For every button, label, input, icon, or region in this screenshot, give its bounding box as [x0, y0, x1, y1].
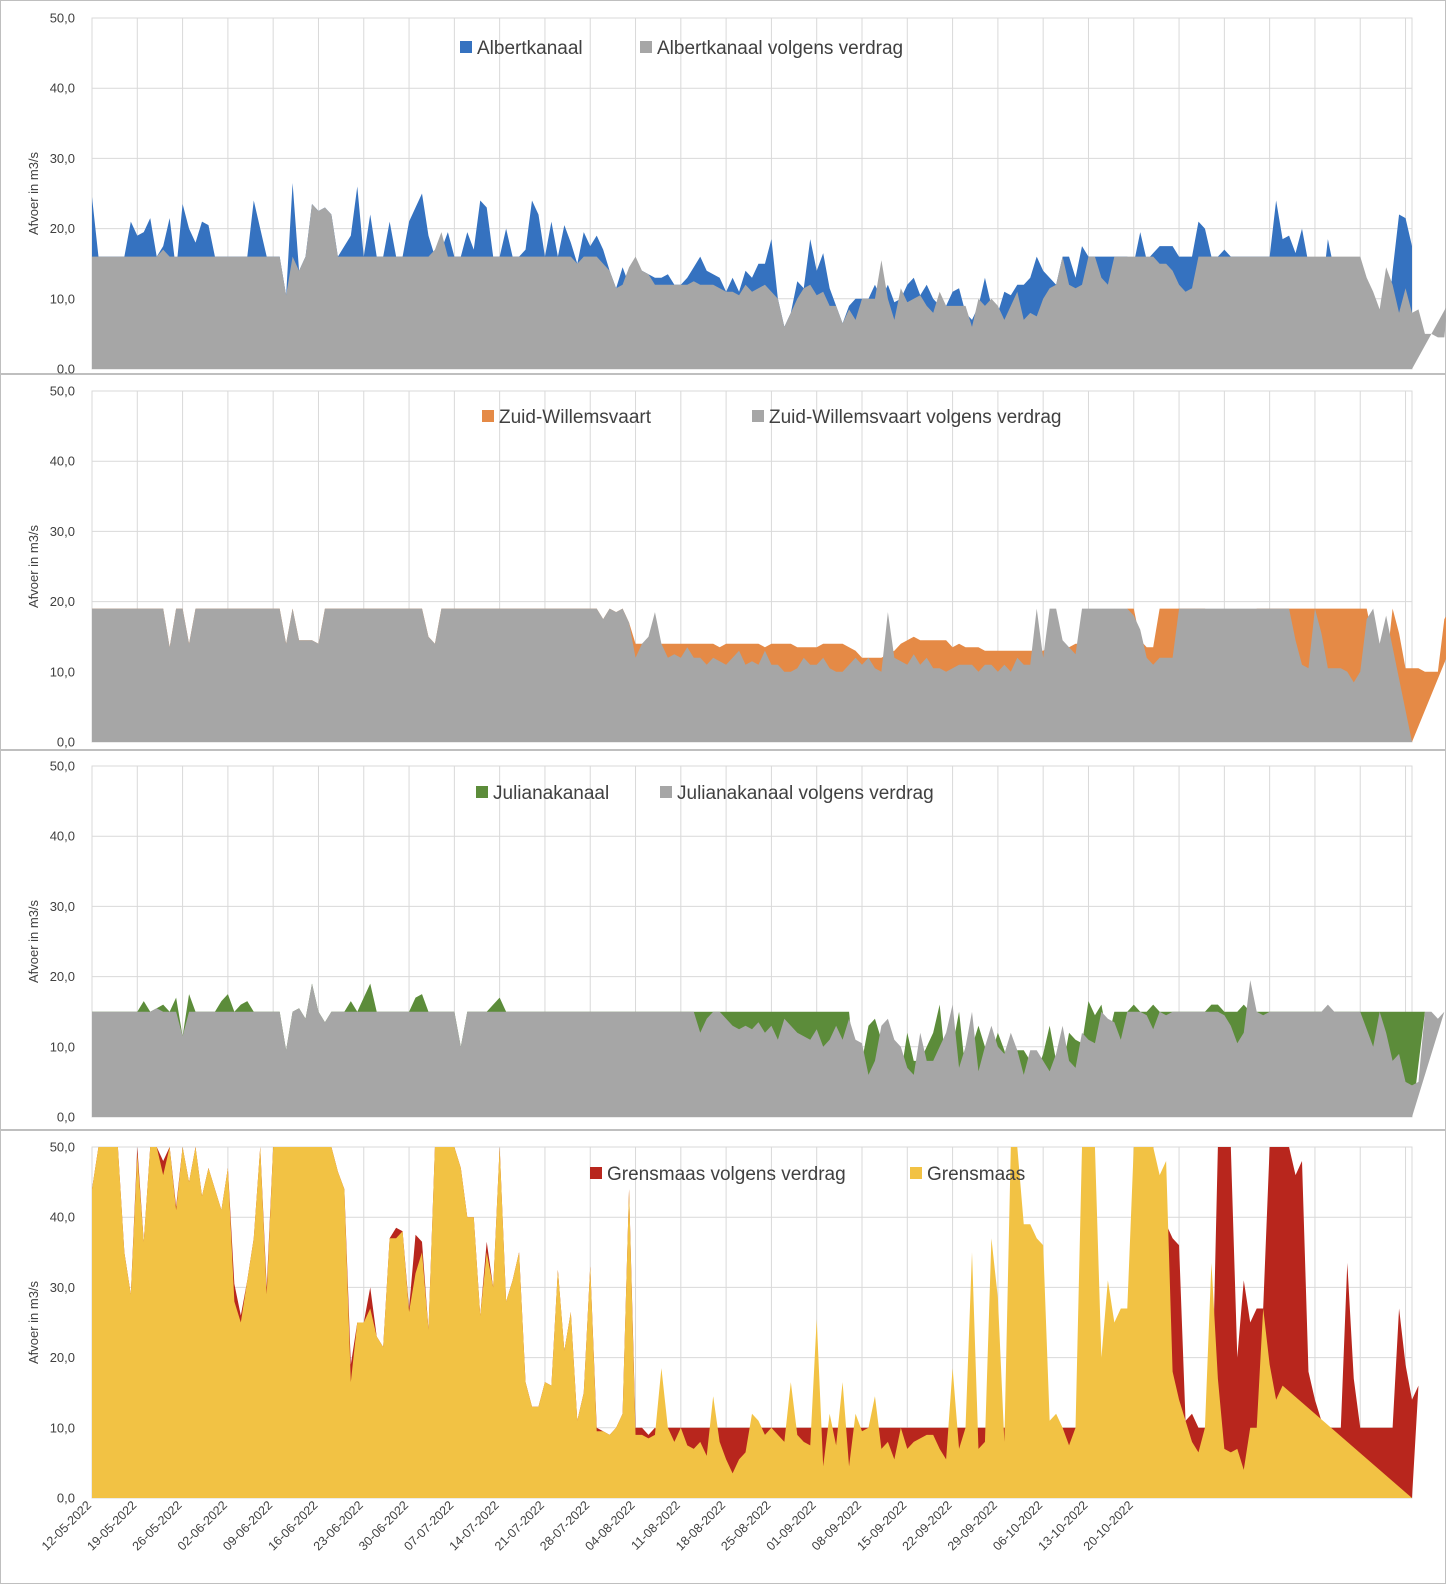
legend-label: Grensmaas volgens verdrag [607, 1164, 846, 1185]
y-tick-label: 40,0 [50, 454, 75, 469]
y-tick-label: 0,0 [57, 1110, 75, 1125]
legend-swatch [460, 41, 472, 53]
legend-label: Albertkanaal [477, 38, 583, 59]
y-tick-label: 0,0 [57, 735, 75, 750]
y-tick-label: 30,0 [50, 524, 75, 539]
chart-panel-julianakanaal: 0,0 10,0 20,0 30,0 40,0 50,0 Afvoer in m3/s Jul… [0, 750, 1446, 1130]
y-tick-label: 40,0 [50, 81, 75, 96]
y-tick-label: 30,0 [50, 151, 75, 166]
legend-label: Julianakanaal volgens verdrag [677, 783, 934, 804]
y-tick-label: 30,0 [50, 1280, 75, 1295]
y-tick-label: 20,0 [50, 221, 75, 236]
y-axis-label: Afvoer in m3/s [26, 1280, 41, 1364]
y-tick-label: 10,0 [50, 1039, 75, 1054]
y-tick-label: 20,0 [50, 594, 75, 609]
panel-frame [0, 1130, 1446, 1584]
y-tick-label: 20,0 [50, 1350, 75, 1365]
y-axis-label: Afvoer in m3/s [26, 151, 41, 235]
legend-swatch [640, 41, 652, 53]
y-tick-label: 0,0 [57, 362, 75, 377]
y-tick-label: 0,0 [57, 1491, 75, 1506]
area-series-2 [92, 608, 1412, 742]
y-tick-label: 10,0 [50, 291, 75, 306]
legend-swatch [752, 410, 764, 422]
area-series-2 [92, 1147, 1412, 1498]
legend-label: Zuid-Willemsvaart [499, 407, 652, 428]
y-tick-label: 10,0 [50, 1420, 75, 1435]
y-tick-label: 20,0 [50, 969, 75, 984]
y-tick-label: 40,0 [50, 1210, 75, 1225]
legend-swatch [590, 1167, 602, 1179]
legend-swatch [476, 786, 488, 798]
chart-panel-zuid-willemsvaart: 0,0 10,0 20,0 30,0 40,0 50,0 Afvoer in m3/s Zui… [0, 374, 1446, 750]
y-axis-label: Afvoer in m3/s [26, 524, 41, 608]
y-tick-label: 50,0 [50, 1140, 75, 1155]
legend-label: Grensmaas [927, 1164, 1025, 1185]
legend-label: Albertkanaal volgens verdrag [657, 38, 903, 59]
chart-panel-grensmaas: 0,0 10,0 20,0 30,0 40,0 50,0 Afvoer in m3/s Gre… [0, 1130, 1446, 1584]
legend-label: Zuid-Willemsvaart volgens verdrag [769, 407, 1062, 428]
y-tick-label: 50,0 [50, 11, 75, 26]
y-tick-label: 50,0 [50, 384, 75, 399]
legend-swatch [660, 786, 672, 798]
legend-label: Julianakanaal [493, 783, 609, 804]
y-axis-label: Afvoer in m3/s [26, 899, 41, 983]
y-tick-label: 40,0 [50, 829, 75, 844]
y-tick-label: 10,0 [50, 664, 75, 679]
area-series-2 [92, 980, 1445, 1117]
y-tick-label: 50,0 [50, 759, 75, 774]
y-tick-label: 30,0 [50, 899, 75, 914]
legend-swatch [910, 1167, 922, 1179]
legend-swatch [482, 410, 494, 422]
chart-panel-albertkanaal: 0,0 10,0 20,0 30,0 40,0 50,0 Afvoer in m3/s Alb… [0, 0, 1446, 377]
area-series-2 [92, 204, 1446, 369]
